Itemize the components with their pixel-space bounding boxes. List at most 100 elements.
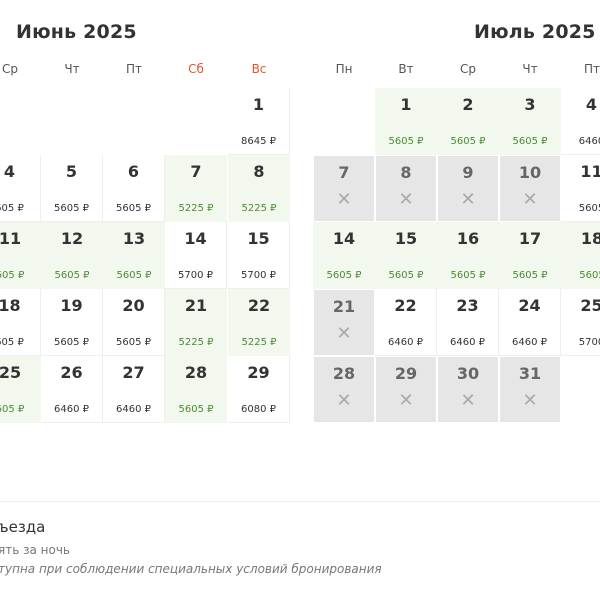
calendar-day[interactable]: 1 5605 ₽ xyxy=(375,88,437,155)
calendar-day[interactable]: 1 8645 ₽ xyxy=(228,88,290,155)
weekday-header: Чт xyxy=(64,62,80,76)
day-price: 5605 ₽ xyxy=(116,337,151,348)
day-number: 8 xyxy=(400,163,412,182)
day-number: 21 xyxy=(332,297,356,316)
day-number: 5 xyxy=(65,162,78,181)
legend-title: ъезда xyxy=(0,518,46,536)
calendar-day[interactable]: 24 6460 ₽ xyxy=(499,289,561,356)
day-price: 5700 xyxy=(578,337,600,348)
calendar-day[interactable]: 5 5605 ₽ xyxy=(41,155,103,222)
calendar-day[interactable]: 12 5605 ₽ xyxy=(41,222,103,289)
month-title-july: Июль 2025 xyxy=(474,21,596,43)
day-number: 30 xyxy=(456,364,480,383)
day-price: 5605 ₽ xyxy=(116,270,152,281)
day-price: 5605 ₽ xyxy=(450,270,486,281)
day-price: 5605 ₽ xyxy=(54,270,90,281)
calendar-day[interactable]: 14 5700 ₽ xyxy=(165,222,227,289)
day-price: 5225 ₽ xyxy=(241,337,277,348)
day-number: 23 xyxy=(456,296,479,315)
weekday-header-weekend: Сб xyxy=(188,62,204,76)
day-number: 14 xyxy=(184,229,207,248)
close-icon: ✕ xyxy=(336,323,352,344)
calendar-day[interactable]: 15 5700 ₽ xyxy=(228,222,290,289)
calendar-day-unavailable: 21 ✕ xyxy=(313,289,375,356)
calendar-day[interactable]: 14 5605 ₽ xyxy=(313,222,375,289)
day-number: 20 xyxy=(122,296,145,315)
calendar-day[interactable]: 8 5225 ₽ xyxy=(228,155,290,222)
day-number: 16 xyxy=(456,229,480,248)
calendar-day-unavailable: 28 ✕ xyxy=(313,356,375,423)
calendar-day[interactable]: 2 5605 ₽ xyxy=(437,88,499,155)
calendar-day[interactable]: 25 605 ₽ xyxy=(0,356,41,423)
calendar-day[interactable]: 6 5605 ₽ xyxy=(103,155,165,222)
day-price: 5225 ₽ xyxy=(178,337,214,348)
close-icon: ✕ xyxy=(522,189,538,210)
calendar-day[interactable]: 22 6460 ₽ xyxy=(375,289,437,356)
day-number: 22 xyxy=(247,296,271,315)
day-price: 5605 ₽ xyxy=(512,136,548,147)
close-icon: ✕ xyxy=(460,390,476,411)
day-number: 12 xyxy=(60,229,84,248)
calendar-day[interactable]: 23 6460 ₽ xyxy=(437,289,499,356)
calendar-day[interactable]: 18 605 ₽ xyxy=(0,289,41,356)
calendar-day[interactable]: 19 5605 ₽ xyxy=(41,289,103,356)
calendar-day-unavailable: 7 ✕ xyxy=(313,155,375,222)
weekday-header: Ср xyxy=(2,62,18,76)
day-number: 21 xyxy=(184,296,208,315)
day-price: 5605 ₽ xyxy=(116,203,151,214)
legend-price-note: ять за ночь xyxy=(0,543,70,557)
calendar-day-unavailable: 9 ✕ xyxy=(437,155,499,222)
calendar-day[interactable]: 16 5605 ₽ xyxy=(437,222,499,289)
day-number: 14 xyxy=(332,229,356,248)
day-number: 25 xyxy=(580,296,600,315)
calendar-day[interactable]: 26 6460 ₽ xyxy=(41,356,103,423)
day-number: 15 xyxy=(247,229,270,248)
calendar-day[interactable]: 21 5225 ₽ xyxy=(165,289,227,356)
calendar-day[interactable]: 4 6460 xyxy=(561,88,600,155)
calendar-day-unavailable: 31 ✕ xyxy=(499,356,561,423)
calendar-day[interactable]: 4 605 ₽ xyxy=(0,155,41,222)
calendar-day[interactable]: 7 5225 ₽ xyxy=(165,155,227,222)
calendar-day[interactable]: 11 5605 xyxy=(561,155,600,222)
month-title-june: Июнь 2025 xyxy=(16,21,137,43)
day-number: 2 xyxy=(462,95,474,114)
day-number: 3 xyxy=(524,95,536,114)
day-price: 5605 ₽ xyxy=(388,136,424,147)
calendar-day[interactable]: 28 5605 ₽ xyxy=(165,356,227,423)
day-number: 6 xyxy=(127,162,140,181)
close-icon: ✕ xyxy=(398,189,414,210)
day-number: 11 xyxy=(580,162,600,181)
calendar-day-unavailable: 10 ✕ xyxy=(499,155,561,222)
calendar-day[interactable]: 13 5605 ₽ xyxy=(103,222,165,289)
calendar-day[interactable]: 17 5605 ₽ xyxy=(499,222,561,289)
close-icon: ✕ xyxy=(336,189,352,210)
calendar-day[interactable]: 18 5605 xyxy=(561,222,600,289)
weekday-header-weekend: Вс xyxy=(251,62,267,76)
day-price: 5605 xyxy=(579,270,600,281)
calendar-day[interactable]: 25 5700 xyxy=(561,289,600,356)
day-price: 5605 xyxy=(578,203,600,214)
calendar-day[interactable]: 3 5605 ₽ xyxy=(499,88,561,155)
calendar-day[interactable]: 22 5225 ₽ xyxy=(228,289,290,356)
day-price: 6460 ₽ xyxy=(388,337,423,348)
day-price: 5605 ₽ xyxy=(326,270,362,281)
close-icon: ✕ xyxy=(460,189,476,210)
day-price: 5605 ₽ xyxy=(178,404,214,415)
day-number: 24 xyxy=(518,296,541,315)
calendar-day[interactable]: 11 605 ₽ xyxy=(0,222,41,289)
day-number: 13 xyxy=(122,229,146,248)
divider xyxy=(0,501,600,502)
calendar-day[interactable]: 20 5605 ₽ xyxy=(103,289,165,356)
day-number: 18 xyxy=(580,229,600,248)
calendar-day[interactable]: 27 6460 ₽ xyxy=(103,356,165,423)
day-price: 5700 ₽ xyxy=(178,270,213,281)
calendar-day[interactable]: 15 5605 ₽ xyxy=(375,222,437,289)
day-price: 605 ₽ xyxy=(0,404,25,415)
day-number: 25 xyxy=(0,363,22,382)
day-price: 6460 ₽ xyxy=(450,337,485,348)
day-price: 605 ₽ xyxy=(0,270,25,281)
weekday-header: Ср xyxy=(460,62,476,76)
calendar-day[interactable]: 29 6080 ₽ xyxy=(228,356,290,423)
day-price: 5605 ₽ xyxy=(54,203,89,214)
weekday-header: Пт xyxy=(583,62,600,76)
